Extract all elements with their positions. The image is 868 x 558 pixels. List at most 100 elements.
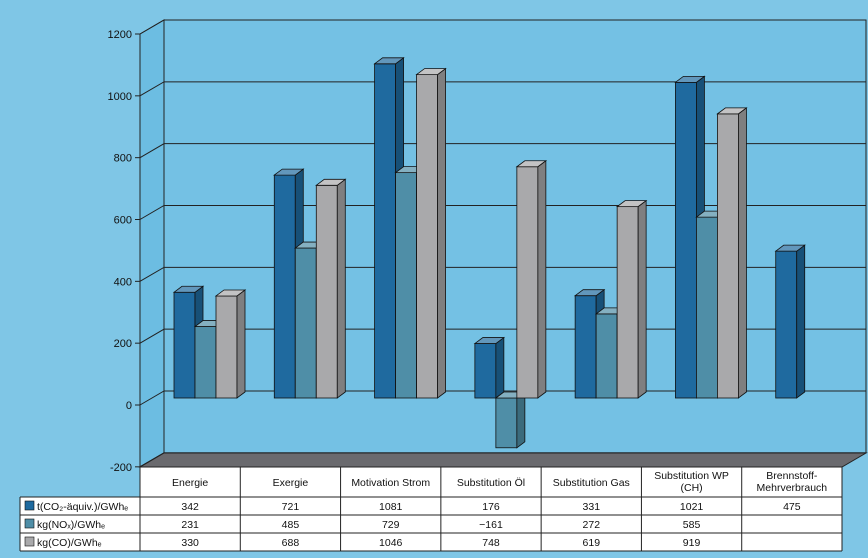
bar-front xyxy=(495,397,518,449)
bar-front xyxy=(616,206,639,399)
table-body-bg xyxy=(140,467,842,551)
bar xyxy=(214,289,247,399)
legend-swatch xyxy=(24,500,35,511)
table-cell-value: 176 xyxy=(482,501,500,513)
y-tick-label: -200 xyxy=(110,462,132,474)
bar-side xyxy=(236,289,246,399)
table-legend-bg xyxy=(20,497,140,551)
table-cell-value: 231 xyxy=(181,519,199,531)
table-cell-value: 619 xyxy=(583,537,601,549)
bar-top xyxy=(615,200,648,208)
table-cell-value: 1046 xyxy=(379,537,403,549)
category-label: (CH) xyxy=(680,482,702,494)
table-cell-value: 485 xyxy=(282,519,300,531)
y-tick-label: 0 xyxy=(126,400,132,412)
data-table: Energie Exergie Motivation Strom Substituti… xyxy=(19,466,843,552)
table-cell-value: 721 xyxy=(282,501,300,513)
bar-front xyxy=(315,184,338,399)
table-cell-value: 1081 xyxy=(379,501,403,513)
y-tick-label: 800 xyxy=(114,153,132,165)
bars xyxy=(172,56,806,449)
bar-front xyxy=(595,313,618,399)
bar-top xyxy=(415,68,447,76)
bar-top xyxy=(273,168,305,176)
table-cell-value: 475 xyxy=(783,501,801,513)
table-cell-value: 1021 xyxy=(680,501,704,513)
bar-front xyxy=(173,291,196,399)
table-cell-value: 688 xyxy=(282,537,300,549)
category-label: Exergie xyxy=(273,477,309,489)
bar-side xyxy=(796,244,806,399)
y-axis: -200 0 200 400 600 800 1000 1200 xyxy=(108,29,140,474)
y-tick-label: 600 xyxy=(114,215,132,227)
bar xyxy=(494,391,527,449)
y-tick-label: 1200 xyxy=(108,29,132,41)
table-cell-value: 919 xyxy=(683,537,701,549)
bar-front xyxy=(215,295,238,399)
gridline xyxy=(139,19,866,35)
gridline xyxy=(139,81,866,97)
table-cell-value: 729 xyxy=(382,519,400,531)
bar-front xyxy=(574,295,597,399)
legend-label: kg(CO)/GWhₑ xyxy=(37,537,102,549)
bar xyxy=(515,159,548,399)
bar xyxy=(774,244,806,399)
bar-front xyxy=(717,113,739,399)
category-label: Motivation Strom xyxy=(351,477,430,489)
side-wall xyxy=(139,19,165,468)
bar-side xyxy=(637,199,647,399)
bar-side xyxy=(516,391,526,449)
bar-top xyxy=(716,107,748,115)
table-cell-value: 330 xyxy=(181,537,199,549)
gridline xyxy=(139,452,866,468)
bar-top xyxy=(315,178,347,186)
back-wall xyxy=(163,19,867,454)
category-label: Mehrverbrauch xyxy=(757,482,828,494)
bar-front xyxy=(273,174,296,399)
y-tick-label: 200 xyxy=(114,338,132,350)
bar xyxy=(473,336,506,399)
bar-side xyxy=(537,159,547,399)
table-cell-value: 331 xyxy=(583,501,601,513)
bar-side xyxy=(336,178,346,399)
bar-top xyxy=(573,289,606,297)
y-tick-label: 400 xyxy=(114,276,132,288)
legend-label: kg(NOₓ)/GWhₑ xyxy=(37,519,105,531)
bar-front xyxy=(474,343,497,399)
bar-front xyxy=(675,81,697,399)
y-tick-label: 1000 xyxy=(108,91,132,103)
gridline xyxy=(139,143,866,159)
bar-side xyxy=(437,67,446,399)
bar-front xyxy=(696,216,718,399)
legend-swatch xyxy=(24,518,35,529)
bar-front xyxy=(374,63,396,399)
category-label: Substitution Gas xyxy=(553,477,630,489)
bar-top xyxy=(473,337,506,344)
bar-front xyxy=(194,326,217,399)
bar xyxy=(716,107,748,399)
legend-label: t(CO₂-äquiv.)/GWhₑ xyxy=(37,501,128,513)
bar-top xyxy=(515,160,548,168)
bar-top xyxy=(172,285,205,293)
bar-top xyxy=(214,289,247,297)
bar-side xyxy=(738,107,747,399)
bar xyxy=(315,178,347,399)
category-label: Energie xyxy=(172,477,208,489)
bar-top xyxy=(674,75,706,83)
bar xyxy=(615,199,648,399)
bar-front xyxy=(416,74,438,399)
category-label: Substitution Öl xyxy=(457,477,525,489)
table-cell-value: 585 xyxy=(683,519,701,531)
table-cell-value: 748 xyxy=(482,537,500,549)
bar-front xyxy=(294,247,317,399)
floor xyxy=(138,452,868,468)
bar-top xyxy=(774,244,806,252)
table-cell-value: 272 xyxy=(583,519,601,531)
bar-top xyxy=(373,57,405,65)
bar xyxy=(415,67,447,399)
table-cell-value: −161 xyxy=(479,519,503,531)
bar-front xyxy=(395,172,417,399)
legend-swatch xyxy=(24,536,35,547)
table-cell-value: 342 xyxy=(181,501,199,513)
